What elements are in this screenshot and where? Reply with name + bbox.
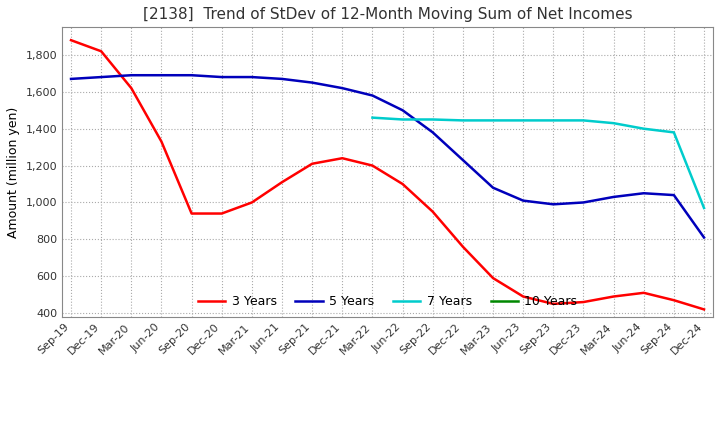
5 Years (428, 130, 437, 135)
5 Years (700, 235, 708, 240)
7 Years (489, 118, 498, 123)
Title: [2138]  Trend of StDev of 12-Month Moving Sum of Net Incomes: [2138] Trend of StDev of 12-Month Moving… (143, 7, 632, 22)
3 Years (308, 161, 317, 166)
5 Years (248, 74, 256, 80)
3 Years (278, 180, 287, 185)
5 Years (187, 73, 196, 78)
5 Years (639, 191, 648, 196)
3 Years (127, 85, 135, 91)
Y-axis label: Amount (million yen): Amount (million yen) (7, 106, 20, 238)
3 Years (549, 301, 557, 307)
3 Years (368, 163, 377, 168)
5 Years (519, 198, 528, 203)
5 Years (579, 200, 588, 205)
3 Years (398, 181, 407, 187)
Line: 5 Years: 5 Years (71, 75, 704, 238)
7 Years (398, 117, 407, 122)
5 Years (549, 202, 557, 207)
3 Years (519, 294, 528, 299)
5 Years (398, 108, 407, 113)
3 Years (248, 200, 256, 205)
3 Years (670, 297, 678, 303)
3 Years (187, 211, 196, 216)
7 Years (579, 118, 588, 123)
7 Years (549, 118, 557, 123)
5 Years (308, 80, 317, 85)
5 Years (368, 93, 377, 98)
5 Years (217, 74, 226, 80)
Line: 7 Years: 7 Years (372, 117, 704, 208)
5 Years (67, 76, 76, 81)
Line: 3 Years: 3 Years (71, 40, 704, 309)
3 Years (338, 156, 346, 161)
7 Years (428, 117, 437, 122)
7 Years (368, 115, 377, 120)
7 Years (609, 121, 618, 126)
3 Years (700, 307, 708, 312)
5 Years (157, 73, 166, 78)
7 Years (639, 126, 648, 132)
5 Years (489, 185, 498, 191)
3 Years (428, 209, 437, 214)
3 Years (459, 244, 467, 249)
3 Years (217, 211, 226, 216)
Legend: 3 Years, 5 Years, 7 Years, 10 Years: 3 Years, 5 Years, 7 Years, 10 Years (193, 290, 582, 313)
5 Years (670, 192, 678, 198)
3 Years (97, 48, 106, 54)
5 Years (278, 76, 287, 81)
3 Years (609, 294, 618, 299)
3 Years (489, 275, 498, 281)
7 Years (670, 130, 678, 135)
7 Years (519, 118, 528, 123)
3 Years (157, 139, 166, 144)
5 Years (127, 73, 135, 78)
7 Years (459, 118, 467, 123)
5 Years (97, 74, 106, 80)
5 Years (338, 85, 346, 91)
3 Years (639, 290, 648, 296)
5 Years (459, 158, 467, 163)
7 Years (700, 205, 708, 211)
5 Years (609, 194, 618, 200)
3 Years (67, 37, 76, 43)
3 Years (579, 299, 588, 304)
